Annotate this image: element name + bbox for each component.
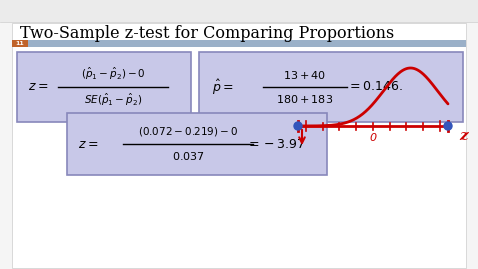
FancyBboxPatch shape: [12, 23, 466, 268]
FancyBboxPatch shape: [17, 52, 191, 122]
Text: $z =$: $z =$: [28, 80, 48, 94]
FancyBboxPatch shape: [12, 40, 466, 47]
Text: $13 + 40$: $13 + 40$: [283, 69, 326, 81]
Text: $180 + 183$: $180 + 183$: [276, 93, 334, 105]
Circle shape: [294, 122, 302, 130]
FancyBboxPatch shape: [0, 0, 478, 22]
Text: $(\hat{p}_1 - \hat{p}_2) - 0$: $(\hat{p}_1 - \hat{p}_2) - 0$: [81, 66, 145, 82]
FancyBboxPatch shape: [12, 40, 28, 47]
Text: 0: 0: [369, 133, 377, 143]
Text: $= -3.97$: $= -3.97$: [246, 137, 306, 150]
Text: Two-Sample z-test for Comparing Proportions: Two-Sample z-test for Comparing Proporti…: [20, 24, 394, 41]
Text: $(0.072 - 0.219) - 0$: $(0.072 - 0.219) - 0$: [138, 126, 238, 139]
Text: $0.037$: $0.037$: [172, 150, 205, 162]
Text: $\hat{p} =$: $\hat{p} =$: [212, 77, 234, 97]
FancyBboxPatch shape: [199, 52, 463, 122]
FancyBboxPatch shape: [67, 113, 327, 175]
Text: 11: 11: [16, 41, 24, 46]
Text: $z =$: $z =$: [78, 137, 98, 150]
Text: $SE(\hat{p}_1 - \hat{p}_2)$: $SE(\hat{p}_1 - \hat{p}_2)$: [84, 92, 142, 108]
Text: $= 0.146.$: $= 0.146.$: [347, 80, 403, 94]
Text: z: z: [460, 129, 468, 143]
Circle shape: [444, 122, 452, 130]
